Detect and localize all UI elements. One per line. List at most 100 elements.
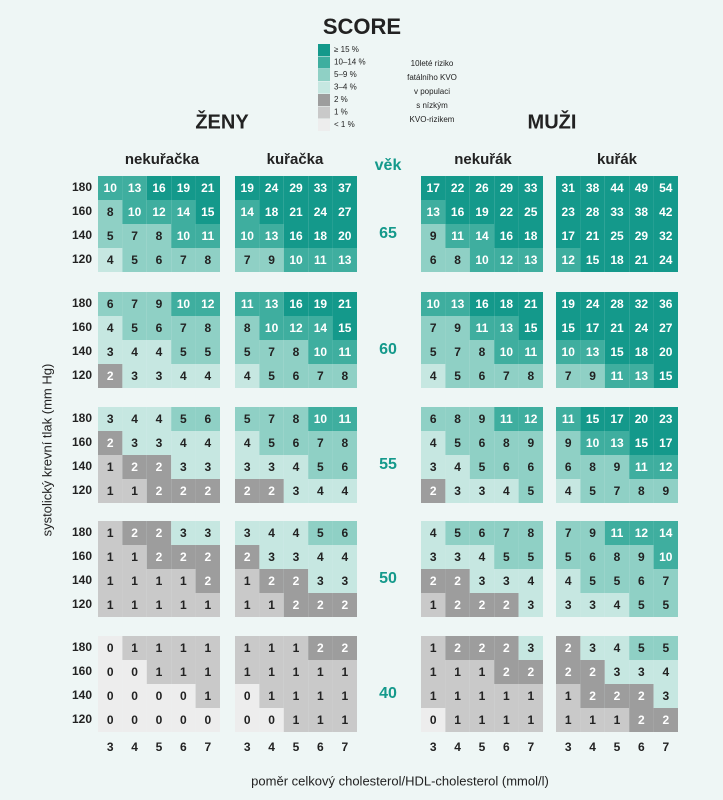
risk-cell [195, 292, 220, 316]
risk-value: 10 [177, 297, 191, 311]
risk-value: 54 [659, 181, 673, 195]
risk-cell [283, 431, 309, 455]
risk-cell [122, 684, 147, 708]
risk-value: 8 [293, 412, 300, 426]
risk-value: 11 [201, 229, 214, 243]
risk-value: 11 [635, 460, 648, 474]
risk-value: 1 [479, 689, 486, 703]
risk-cell [580, 340, 605, 364]
risk-value: 18 [265, 205, 279, 219]
risk-cell [604, 340, 630, 364]
risk-cell [195, 176, 220, 200]
risk-value: 21 [338, 297, 352, 311]
risk-cell [653, 176, 678, 200]
risk-value: 1 [430, 641, 437, 655]
risk-value: 1 [244, 665, 251, 679]
risk-cell [171, 545, 196, 569]
risk-cell [171, 431, 196, 455]
chol-label: 6 [503, 740, 510, 754]
risk-cell [469, 407, 495, 431]
risk-cell [653, 569, 678, 593]
risk-value: 9 [527, 436, 534, 450]
risk-value: 2 [565, 641, 572, 655]
risk-value: 12 [562, 253, 576, 267]
risk-value: 3 [527, 598, 534, 612]
sbp-label: 120 [72, 252, 92, 266]
risk-value: 3 [131, 369, 138, 383]
risk-value: 10 [289, 253, 303, 267]
risk-value: 2 [341, 641, 348, 655]
risk-cell [98, 224, 123, 248]
risk-cell [332, 176, 357, 200]
risk-cell [171, 569, 196, 593]
risk-value: 1 [293, 641, 300, 655]
risk-value: 1 [341, 689, 348, 703]
risk-value: 8 [527, 369, 534, 383]
risk-cell [629, 316, 654, 340]
risk-value: 6 [479, 436, 486, 450]
risk-cell [308, 569, 333, 593]
legend-label: 1 % [334, 108, 348, 117]
risk-cell [283, 292, 309, 316]
risk-value: 23 [659, 412, 673, 426]
risk-cell [146, 224, 172, 248]
risk-cell [332, 292, 357, 316]
risk-value: 7 [614, 484, 621, 498]
risk-value: 9 [589, 369, 596, 383]
risk-cell [469, 431, 495, 455]
legend-label: 3–4 % [334, 83, 357, 92]
risk-cell [259, 200, 284, 224]
risk-cell [308, 479, 333, 503]
risk-cell [122, 521, 147, 545]
risk-value: 2 [204, 550, 211, 564]
risk-value: 3 [244, 460, 251, 474]
risk-value: 19 [562, 297, 576, 311]
risk-value: 5 [317, 526, 324, 540]
risk-value: 21 [524, 297, 538, 311]
risk-value: 1 [244, 598, 251, 612]
risk-value: 15 [659, 369, 673, 383]
risk-cell [171, 660, 196, 684]
risk-value: 6 [341, 460, 348, 474]
risk-cell [122, 455, 147, 479]
risk-value: 3 [614, 665, 621, 679]
risk-cell [122, 292, 147, 316]
risk-value: 4 [156, 345, 163, 359]
risk-value: 2 [565, 665, 572, 679]
risk-cell [308, 176, 333, 200]
risk-value: 1 [107, 460, 114, 474]
risk-value: 3 [107, 345, 114, 359]
risk-cell [283, 521, 309, 545]
risk-cell [171, 316, 196, 340]
risk-value: 18 [524, 229, 538, 243]
risk-value: 3 [204, 526, 211, 540]
risk-value: 25 [524, 205, 538, 219]
risk-cell [308, 636, 333, 660]
risk-value: 1 [503, 713, 510, 727]
risk-cell [469, 708, 495, 732]
risk-cell [259, 431, 284, 455]
risk-cell [283, 176, 309, 200]
risk-value: 1 [614, 713, 621, 727]
risk-value: 2 [662, 713, 669, 727]
risk-value: 1 [180, 574, 187, 588]
risk-value: 16 [500, 229, 514, 243]
risk-cell [259, 407, 284, 431]
risk-cell [469, 340, 495, 364]
risk-value: 3 [180, 526, 187, 540]
risk-value: 22 [500, 205, 514, 219]
risk-cell [580, 200, 605, 224]
risk-value: 9 [638, 550, 645, 564]
risk-cell [653, 479, 678, 503]
risk-value: 10 [104, 181, 118, 195]
risk-cell [122, 545, 147, 569]
risk-value: 1 [107, 550, 114, 564]
risk-cell [445, 521, 470, 545]
risk-cell [421, 479, 446, 503]
risk-value: 7 [565, 526, 572, 540]
risk-cell [98, 316, 123, 340]
risk-cell [122, 431, 147, 455]
risk-cell [195, 521, 220, 545]
risk-value: 24 [635, 321, 649, 335]
risk-cell [259, 636, 284, 660]
